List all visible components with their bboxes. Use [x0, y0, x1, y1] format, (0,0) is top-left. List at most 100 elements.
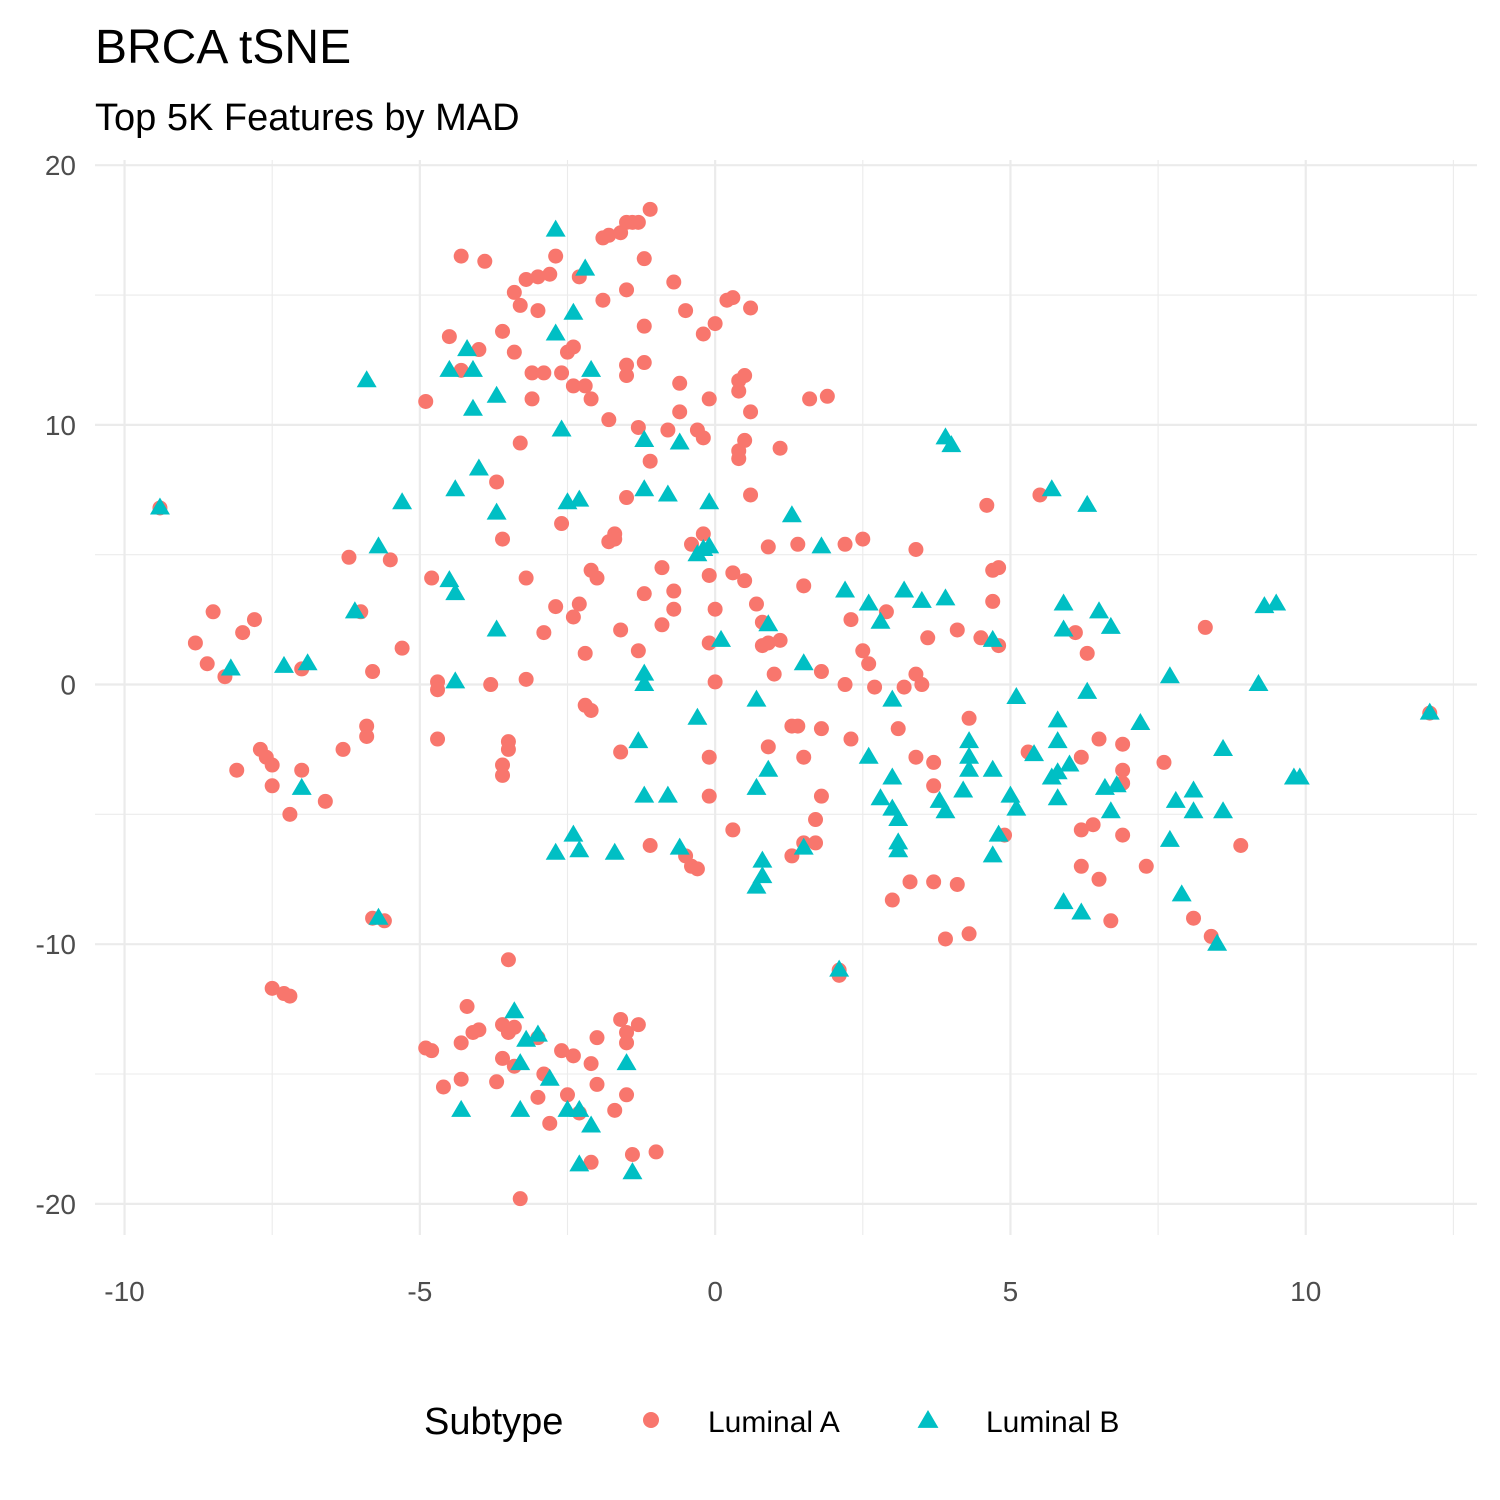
point-luminal-a	[536, 365, 552, 381]
point-luminal-b	[1047, 788, 1068, 806]
point-luminal-a	[808, 812, 824, 828]
point-luminal-a	[920, 630, 936, 646]
point-luminal-b	[510, 1053, 531, 1071]
point-luminal-a	[542, 266, 558, 282]
point-luminal-b	[634, 663, 655, 681]
point-luminal-b	[1165, 790, 1186, 808]
point-luminal-a	[760, 539, 776, 555]
point-luminal-a	[725, 290, 741, 306]
point-luminal-a	[500, 952, 516, 968]
point-luminal-b	[657, 785, 678, 803]
point-luminal-b	[829, 959, 850, 977]
x-axis-ticks: -10 -5 0 5 10	[104, 1276, 1321, 1307]
legend: Subtype Luminal A Luminal B	[424, 1401, 1119, 1443]
point-luminal-b	[781, 505, 802, 523]
point-luminal-a	[813, 788, 829, 804]
point-luminal-a	[542, 1115, 558, 1131]
point-luminal-a	[731, 383, 747, 399]
point-luminal-b	[982, 759, 1003, 777]
point-luminal-b	[758, 614, 779, 632]
point-luminal-a	[264, 757, 280, 773]
point-luminal-a	[949, 622, 965, 638]
point-luminal-a	[949, 876, 965, 892]
point-luminal-b	[669, 432, 690, 450]
point-luminal-a	[689, 861, 705, 877]
chart-title: BRCA tSNE	[95, 21, 351, 74]
point-luminal-a	[382, 552, 398, 568]
point-luminal-a	[725, 565, 741, 581]
point-luminal-b	[581, 1115, 602, 1133]
point-luminal-a	[624, 1147, 640, 1163]
point-luminal-a	[607, 1102, 623, 1118]
point-luminal-b	[569, 1154, 590, 1172]
point-luminal-b	[274, 655, 294, 673]
point-luminal-a	[701, 749, 717, 765]
point-luminal-b	[953, 780, 974, 798]
point-luminal-b	[392, 492, 413, 510]
point-luminal-b	[870, 788, 891, 806]
point-luminal-b	[457, 339, 478, 357]
x-tick-label: 10	[1290, 1276, 1321, 1307]
point-luminal-b	[1213, 738, 1234, 756]
point-luminal-a	[559, 1087, 575, 1103]
x-tick-label: -10	[104, 1276, 144, 1307]
legend-marker-luminal-a	[643, 1412, 659, 1428]
point-luminal-b	[888, 809, 909, 827]
point-luminal-a	[636, 355, 652, 371]
point-luminal-a	[760, 635, 776, 651]
point-luminal-a	[884, 892, 900, 908]
point-luminal-a	[583, 391, 599, 407]
point-luminal-a	[979, 497, 995, 513]
point-luminal-a	[518, 671, 534, 687]
point-luminal-a	[577, 378, 593, 394]
point-luminal-a	[601, 227, 617, 243]
point-luminal-b	[486, 385, 507, 403]
point-luminal-b	[297, 653, 318, 671]
point-luminal-b	[220, 658, 241, 676]
point-luminal-a	[707, 601, 723, 617]
point-luminal-b	[1006, 798, 1027, 816]
point-luminal-a	[837, 677, 853, 693]
point-luminal-a	[908, 541, 924, 557]
point-luminal-a	[453, 1071, 469, 1087]
point-luminal-a	[772, 440, 788, 456]
point-luminal-b	[1213, 801, 1234, 819]
point-luminal-b	[882, 689, 903, 707]
point-luminal-b	[439, 570, 460, 588]
x-tick-label: -5	[407, 1276, 432, 1307]
point-luminal-a	[424, 1043, 440, 1059]
point-luminal-a	[1091, 871, 1107, 887]
point-luminal-b	[504, 1001, 525, 1019]
point-luminal-a	[619, 1035, 635, 1051]
point-luminal-a	[512, 435, 528, 451]
y-tick-label: 10	[45, 410, 76, 441]
point-luminal-a	[630, 214, 646, 230]
data-points	[149, 201, 1440, 1207]
point-luminal-a	[335, 741, 351, 757]
point-luminal-a	[205, 604, 221, 620]
point-luminal-a	[365, 664, 381, 680]
point-luminal-a	[701, 567, 717, 583]
point-luminal-a	[583, 702, 599, 718]
point-luminal-b	[510, 1099, 531, 1117]
point-luminal-a	[317, 793, 333, 809]
point-luminal-a	[802, 391, 818, 407]
point-luminal-a	[991, 560, 1007, 576]
point-luminal-a	[630, 419, 646, 435]
point-luminal-a	[701, 391, 717, 407]
point-luminal-b	[746, 876, 767, 894]
point-luminal-b	[616, 1053, 637, 1071]
point-luminal-b	[870, 611, 891, 629]
point-luminal-a	[554, 1043, 570, 1059]
point-luminal-a	[908, 749, 924, 765]
point-luminal-a	[796, 578, 812, 594]
point-luminal-b	[982, 629, 1003, 647]
point-luminal-a	[855, 531, 871, 547]
point-luminal-a	[695, 326, 711, 342]
point-luminal-b	[1130, 712, 1151, 730]
point-luminal-a	[985, 593, 1001, 609]
point-luminal-a	[1115, 736, 1131, 752]
point-luminal-b	[1041, 479, 1062, 497]
point-luminal-b	[1183, 801, 1204, 819]
